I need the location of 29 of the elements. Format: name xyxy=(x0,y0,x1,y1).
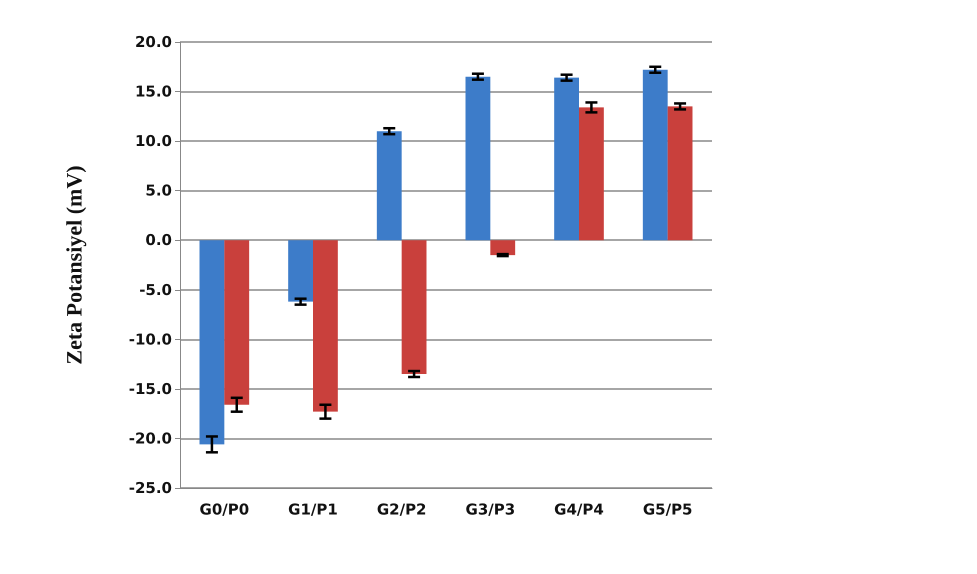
bar xyxy=(402,240,426,374)
y-tick-label: -5.0 xyxy=(139,280,172,299)
bar xyxy=(288,240,313,302)
y-tick-label: -10.0 xyxy=(128,330,172,348)
bar xyxy=(668,106,692,240)
x-tick-label: G1/P1 xyxy=(288,500,338,518)
y-tick-label: -25.0 xyxy=(128,479,172,497)
y-tick-label: 10.0 xyxy=(134,132,172,150)
bar xyxy=(642,70,668,240)
y-tick-label: -15.0 xyxy=(128,380,172,398)
y-tick-label: 5.0 xyxy=(145,182,172,200)
y-axis-title: Zeta Potansiyel (mV) xyxy=(62,165,86,365)
bar xyxy=(224,240,250,405)
y-tick-label: 0.0 xyxy=(145,231,172,250)
bar xyxy=(200,240,224,444)
y-tick-label: 20.0 xyxy=(134,33,172,51)
bar xyxy=(490,240,516,256)
bar xyxy=(466,76,490,240)
x-tick-label: G4/P4 xyxy=(554,500,604,518)
bar xyxy=(579,107,604,240)
bar xyxy=(376,131,402,240)
x-tick-label: G3/P3 xyxy=(465,500,516,518)
x-tick-label: G5/P5 xyxy=(642,500,693,518)
y-tick-label: 15.0 xyxy=(134,82,172,101)
x-tick-label: G0/P0 xyxy=(199,500,250,518)
x-tick-label: G2/P2 xyxy=(376,500,427,518)
bar xyxy=(554,78,579,240)
bar xyxy=(313,240,338,412)
y-tick-label: -20.0 xyxy=(128,429,172,448)
